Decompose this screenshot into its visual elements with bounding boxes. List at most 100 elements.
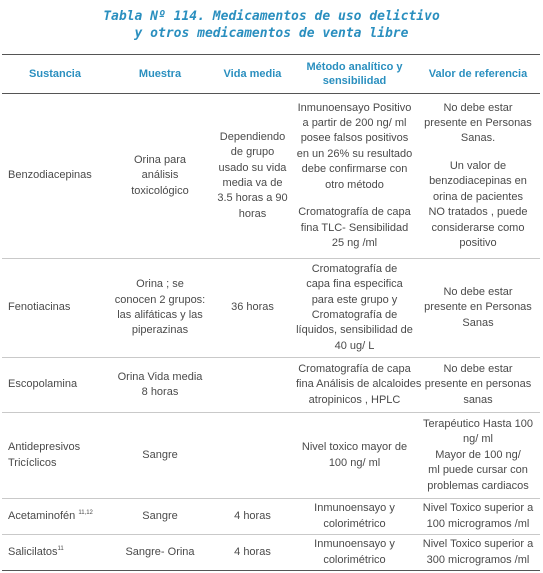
cell-line: en un 26% su resultado [296,147,413,160]
cell-line: Sanas [462,316,494,329]
cell-sustancia: Acetaminofén 11,12 [2,498,108,535]
substance-name: Acetaminofén [8,509,76,522]
substance-name: Salicilatos [8,545,58,558]
cell-line: Inmunoensayo y [314,538,395,551]
cell-line: Dependiendo [219,130,286,143]
cell-muestra: Sangre [108,412,212,499]
table-row: Benzodiacepinas Orina para análisis toxi… [2,93,540,259]
cell-sustancia: Antidepresivos Tricíclicos [2,412,108,499]
cell-line: Inmunoensayo Positivo [297,101,412,114]
cell-line: para este grupo y [311,293,398,306]
cell-line: capa fina especifica [306,278,403,291]
cell-metodo: Cromatografía de capa fina Análisis de a… [293,357,421,413]
cell-valor-referencia: No debe estar presente en Personas Sanas… [416,93,540,259]
cell-line: No debe estar [443,285,513,298]
cell-line: ml puede cursar con [428,464,528,477]
header-vida-media: Vida media [212,54,293,94]
cell-line: positivo [459,236,497,249]
cell-line: media va de [222,177,283,189]
cell-line: Cromatografía de [311,309,398,321]
cell-valor-referencia: No debe estar presente en Personas Sanas [416,258,540,358]
cell-line: usado su vida [218,161,287,174]
cell-vida-media: 4 horas [212,498,293,535]
cell-line: otro método [325,178,384,191]
medication-table: Sustancia Muestra Vida media Método anal… [2,54,540,571]
cell-line: Orina Vida media [117,370,203,383]
cell-line: 4 horas [234,509,271,522]
cell-line: atropinicos , HPLC [308,393,401,406]
cell-line: toxicológico [131,184,189,197]
header-metodo-line: sensibilidad [322,75,387,87]
cell-line: orina de pacientes [433,190,523,203]
paragraph-gap [419,147,537,159]
cell-line: de grupo [230,146,275,159]
footnote-ref: 11,12 [78,509,93,516]
header-metodo-line: Método analítico y [306,61,403,73]
cell-muestra: Sangre [108,498,212,535]
header-metodo: Método analítico y sensibilidad [293,54,416,94]
cell-line: análisis [141,169,179,182]
cell-line: 300 microgramos /ml [426,553,530,566]
cell-vida-media: 36 horas [212,258,293,358]
cell-valor-referencia: No debe estar presente en personas sanas [416,357,540,413]
table-row: Acetaminofén 11,12 Sangre 4 horas Inmuno… [2,498,540,535]
cell-line: piperazinas [131,324,189,337]
cell-line: conocen 2 grupos: [114,293,206,306]
cell-line: fina TLC- Sensibilidad [300,221,409,234]
cell-line: Inmunoensayo y [314,502,395,515]
cell-sustancia: Benzodiacepinas [2,93,108,259]
cell-vida-media: 4 horas [212,534,293,571]
cell-line: presente en personas [424,378,532,391]
cell-sustancia: Escopolamina [2,357,108,413]
cell-metodo: Inmunoensayo y colorimétrico [293,498,416,535]
cell-muestra: Orina Vida media 8 horas [108,357,212,413]
cell-line: presente en Personas [424,117,532,130]
cell-metodo: Cromatografía de capa fina especifica pa… [293,258,416,358]
cell-valor-referencia: Terapéutico Hasta 100 ng/ ml Mayor de 10… [416,412,540,499]
header-valor-referencia: Valor de referencia [416,54,540,94]
header-row: Sustancia Muestra Vida media Método anal… [2,54,540,94]
cell-line: Nivel Toxico superior a [422,502,534,515]
cell-line: 100 microgramos /ml [426,517,530,530]
cell-vida-media [212,357,293,413]
cell-line: Antidepresivos [8,441,81,454]
cell-line: Nivel Toxico superior a [422,538,534,551]
table-row: Antidepresivos Tricíclicos Sangre Nivel … [2,412,540,499]
cell-line: 8 horas [141,386,179,398]
cell-line: NO tratados , puede [428,206,528,219]
cell-line: considerarse como [431,221,525,234]
cell-metodo: Inmunoensayo Positivo a partir de 200 ng… [293,93,416,259]
cell-line: posee falsos positivos [300,132,409,145]
cell-sustancia: Fenotiacinas [2,258,108,358]
cell-line: las alifáticas y las [117,309,203,321]
cell-line: Nivel toxico mayor de [301,441,408,454]
cell-line: debe confirmarse con [301,163,408,176]
cell-line: Cromatografía de capa [298,362,411,375]
cell-vida-media [212,412,293,499]
cell-line: No debe estar [443,362,513,375]
cell-line: Orina ; se [136,278,184,291]
cell-line: 25 ng /ml [331,236,378,249]
cell-line: Sanas. [460,132,496,145]
cell-muestra: Orina para análisis toxicológico [108,93,212,259]
cell-valor-referencia: Nivel Toxico superior a 300 microgramos … [416,534,540,571]
cell-line: Terapéutico Hasta 100 [422,417,534,430]
cell-line: Sangre [142,509,178,522]
header-muestra: Muestra [108,54,212,94]
cell-line: presente en Personas [424,301,532,314]
cell-line: líquidos, sensibilidad de [296,324,413,337]
cell-muestra: Sangre- Orina [108,534,212,571]
cell-valor-referencia: Nivel Toxico superior a 100 microgramos … [416,498,540,535]
cell-sustancia: Salicilatos11 [2,534,108,571]
cell-line: Sangre- Orina [125,545,195,558]
caption-line-2: y otros medicamentos de venta libre [134,26,409,41]
cell-line: colorimétrico [323,517,386,530]
footnote-ref: 11 [57,545,64,552]
cell-line: No debe estar [443,101,513,114]
cell-line: ng/ ml [463,433,493,446]
cell-metodo: Inmunoensayo y colorimétrico [293,534,416,571]
table-row: Fenotiacinas Orina ; se conocen 2 grupos… [2,258,540,358]
cell-line: sanas [463,393,493,406]
cell-line: Mayor de 100 ng/ [435,448,521,461]
